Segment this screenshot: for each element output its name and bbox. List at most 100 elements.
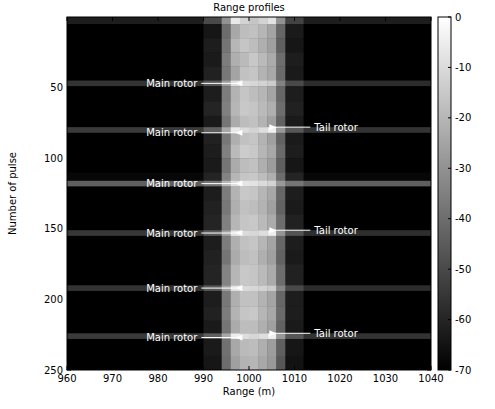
cell — [204, 321, 223, 334]
cell — [204, 127, 223, 133]
cell — [276, 24, 286, 39]
cell — [258, 181, 268, 187]
cell — [267, 291, 277, 307]
cell — [258, 250, 268, 265]
y-tick — [67, 87, 71, 88]
cell — [276, 321, 286, 334]
cell — [285, 230, 304, 236]
chart: Main rotorMain rotorMain rotorMain rotor… — [0, 0, 495, 409]
cell — [240, 291, 250, 307]
cell — [304, 24, 431, 39]
y-axis-title: Number of pulse — [7, 152, 18, 235]
cell — [285, 144, 304, 159]
cell — [258, 201, 268, 216]
cell — [267, 81, 277, 87]
cell — [258, 133, 268, 145]
cell — [276, 264, 286, 286]
cell — [285, 81, 304, 87]
cell — [258, 116, 268, 128]
cell — [231, 38, 241, 53]
cell — [258, 102, 268, 117]
cell — [304, 81, 431, 87]
annotation-arrowhead — [235, 230, 242, 236]
cell — [276, 102, 286, 117]
cell — [204, 66, 223, 81]
cell — [204, 17, 223, 24]
cell — [285, 17, 304, 24]
colorbar-tick-label: -10 — [455, 62, 471, 73]
cell — [304, 264, 431, 286]
x-tick — [340, 17, 341, 21]
cell — [249, 144, 259, 159]
y-tick — [427, 228, 431, 229]
x-tick — [158, 366, 159, 370]
y-tick-label: 100 — [44, 153, 63, 164]
x-tick-label: 1010 — [282, 373, 307, 384]
cell — [249, 306, 259, 321]
plot-background — [67, 17, 431, 370]
cell — [276, 133, 286, 145]
cell — [249, 116, 259, 128]
cell — [276, 291, 286, 307]
colorbar-tick — [448, 67, 451, 68]
cell — [222, 186, 232, 201]
colorbar-tick — [448, 370, 451, 371]
cell — [222, 356, 232, 370]
cell — [304, 86, 431, 102]
cell — [285, 116, 304, 128]
cell — [231, 321, 241, 334]
cell — [204, 201, 223, 216]
cell — [67, 250, 204, 265]
cell — [276, 158, 286, 173]
y-tick-label: 150 — [44, 223, 63, 234]
cell — [249, 291, 259, 307]
cell — [231, 17, 241, 24]
cell — [204, 172, 223, 181]
cell — [249, 333, 259, 339]
cell — [304, 306, 431, 321]
cell — [222, 264, 232, 286]
cell — [222, 38, 232, 53]
cell — [249, 285, 259, 291]
cell — [231, 133, 241, 145]
cell — [222, 250, 232, 265]
cell — [276, 86, 286, 102]
cell — [240, 102, 250, 117]
cell — [304, 102, 431, 117]
annotation: Main rotor — [146, 78, 198, 89]
cell — [304, 181, 431, 187]
cell — [267, 264, 277, 286]
y-tick — [427, 87, 431, 88]
colorbar-tick-label: -40 — [455, 213, 471, 224]
colorbar-tick-label: -30 — [455, 163, 471, 174]
cell — [267, 250, 277, 265]
cell — [204, 186, 223, 201]
cell — [258, 52, 268, 67]
cell — [231, 66, 241, 81]
cell — [249, 186, 259, 201]
cell — [304, 38, 431, 53]
y-tick — [67, 228, 71, 229]
cell — [285, 127, 304, 133]
cell — [240, 24, 250, 39]
cell — [285, 264, 304, 286]
cell — [267, 52, 277, 67]
cell — [222, 17, 232, 24]
cell — [249, 230, 259, 236]
cell — [222, 291, 232, 307]
cell — [222, 52, 232, 67]
cell — [67, 102, 204, 117]
cell — [231, 291, 241, 307]
cell — [231, 215, 241, 231]
cell — [276, 356, 286, 370]
cell — [267, 24, 277, 39]
cell — [285, 181, 304, 187]
cell — [258, 306, 268, 321]
cell — [304, 133, 431, 145]
cell — [304, 17, 431, 24]
cell — [67, 144, 204, 159]
cell — [231, 158, 241, 173]
annotation: Main rotor — [146, 228, 198, 239]
cell — [258, 285, 268, 291]
cell — [258, 24, 268, 39]
